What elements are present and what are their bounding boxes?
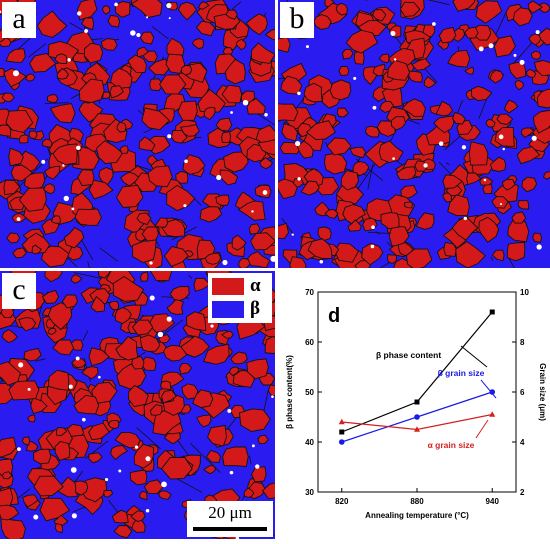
panel-label-b: b (280, 2, 314, 38)
y-right-tick-label: 2 (520, 488, 525, 497)
y-left-tick-label: 40 (305, 438, 314, 447)
data-point (489, 411, 495, 416)
x-tick-label: 820 (335, 497, 349, 506)
y-right-tick-label: 8 (520, 338, 525, 347)
panel-label-d: d (328, 305, 340, 327)
phase-legend: α β (208, 273, 272, 323)
y-left-axis-label: β phase content(%) (285, 355, 294, 429)
panel-label-c: c (2, 273, 36, 309)
y-right-tick-label: 6 (520, 388, 525, 397)
scale-bar-box: 20 μm (187, 501, 273, 537)
legend-beta-swatch (212, 301, 244, 318)
micrograph-c: c α β 20 μm (0, 271, 275, 539)
x-tick-label: 880 (410, 497, 424, 506)
legend-alpha-label: α (250, 275, 261, 297)
data-point (339, 419, 345, 424)
x-tick-label: 940 (486, 497, 500, 506)
micrograph-b-image (278, 0, 550, 268)
series-label: β grain size (438, 368, 485, 378)
y-left-tick-label: 60 (305, 338, 314, 347)
data-point (415, 400, 420, 405)
x-axis-label: Annealing temperature (°C) (365, 511, 469, 520)
series-label: β phase content (376, 350, 441, 360)
y-left-tick-label: 30 (305, 488, 314, 497)
scale-bar-text: 20 μm (187, 503, 273, 523)
plot-frame (318, 292, 516, 492)
scale-bar-line (193, 527, 267, 531)
panel-label-a: a (2, 2, 36, 38)
series-label: α grain size (428, 440, 475, 450)
micrograph-a-image (0, 0, 275, 268)
micrograph-b: b (278, 0, 550, 268)
y-right-axis-label: Grain size (μm) (538, 363, 547, 421)
data-point (339, 439, 345, 445)
micrograph-a: a (0, 0, 275, 268)
y-left-tick-label: 50 (305, 388, 314, 397)
y-left-tick-label: 70 (305, 288, 314, 297)
y-right-tick-label: 4 (520, 438, 525, 447)
series-annotation-arrow (476, 420, 488, 438)
data-point (490, 310, 495, 315)
y-right-tick-label: 10 (520, 288, 529, 297)
data-point (414, 414, 420, 420)
series-annotation-arrow (461, 346, 487, 367)
line-chart: 30 40 50 60 70 2 4 6 8 10 820 880 940 Annealing tempe… (276, 270, 550, 539)
data-point (339, 430, 344, 435)
legend-beta-label: β (250, 298, 260, 320)
legend-alpha-swatch (212, 278, 244, 295)
chart-panel-d: 30 40 50 60 70 2 4 6 8 10 820 880 940 Annealing tempe… (276, 270, 550, 539)
